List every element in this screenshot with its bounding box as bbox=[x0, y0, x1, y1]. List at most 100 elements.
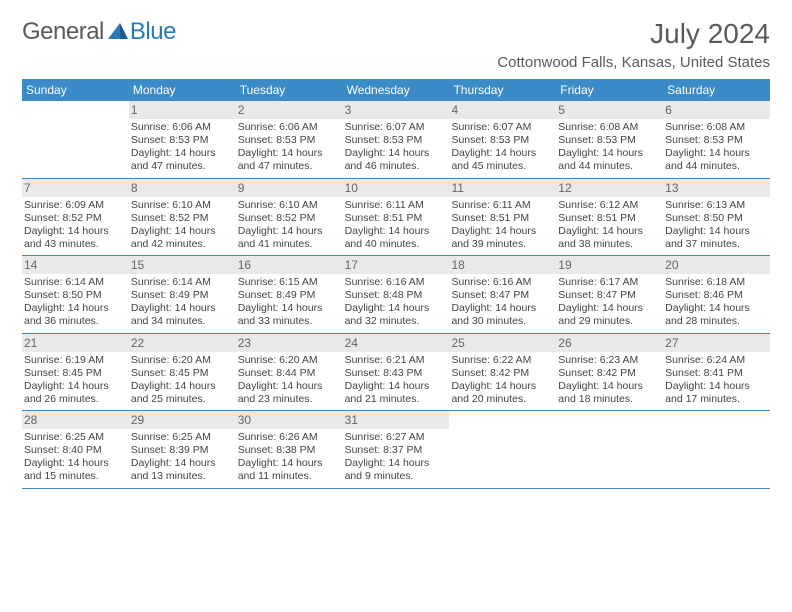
week-row: 28 Sunrise: 6:25 AMSunset: 8:40 PM Dayligh… bbox=[22, 411, 770, 489]
title-block: July 2024 Cottonwood Falls, Kansas, Unit… bbox=[497, 18, 770, 71]
day-number: 17 bbox=[343, 256, 450, 274]
day-number: 12 bbox=[556, 179, 663, 197]
sunrise-text: Sunrise: 6:19 AM bbox=[24, 354, 127, 367]
sunset-text: Sunset: 8:53 PM bbox=[345, 134, 448, 147]
sunset-text: Sunset: 8:53 PM bbox=[665, 134, 768, 147]
day-number: 25 bbox=[449, 334, 556, 352]
day-cell: 15Sunrise: 6:14 AMSunset: 8:49 PMDayligh… bbox=[129, 256, 236, 333]
sunrise-text: Sunrise: 6:21 AM bbox=[345, 354, 448, 367]
day-number: 13 bbox=[663, 179, 770, 197]
day-cell: 12 Sunrise: 6:12 AMSunset: 8:51 PMDayligh… bbox=[556, 179, 663, 256]
day-cell: 3Sunrise: 6:07 AMSunset: 8:53 PMDaylight… bbox=[343, 101, 450, 178]
day-number: 4 bbox=[449, 101, 556, 119]
day-cell: 20Sunrise: 6:18 AMSunset: 8:46 PMDayligh… bbox=[663, 256, 770, 333]
daylight-text: Daylight: 14 hours and 44 minutes. bbox=[665, 147, 768, 173]
sunrise-text: Sunrise: 6:06 AM bbox=[131, 121, 234, 134]
daylight-text: Daylight: 14 hours and 33 minutes. bbox=[238, 302, 341, 328]
sunrise-text: Sunrise: 6:08 AM bbox=[558, 121, 661, 134]
dow-friday: Friday bbox=[556, 79, 663, 101]
sunset-text: Sunset: 8:40 PM bbox=[24, 444, 127, 457]
daylight-text: Daylight: 14 hours and 23 minutes. bbox=[238, 380, 341, 406]
day-cell: 21 Sunrise: 6:19 AMSunset: 8:45 PMDayligh… bbox=[22, 334, 129, 411]
daylight-text: Daylight: 14 hours and 20 minutes. bbox=[451, 380, 554, 406]
sunset-text: Sunset: 8:53 PM bbox=[238, 134, 341, 147]
day-cell: 29Sunrise: 6:25 AMSunset: 8:39 PMDayligh… bbox=[129, 411, 236, 488]
day-number: 15 bbox=[129, 256, 236, 274]
sunset-text: Sunset: 8:53 PM bbox=[131, 134, 234, 147]
sunset-text: Sunset: 8:49 PM bbox=[131, 289, 234, 302]
daylight-text: Daylight: 14 hours and 47 minutes. bbox=[238, 147, 341, 173]
sunset-text: Sunset: 8:44 PM bbox=[238, 367, 341, 380]
daylight-text: Daylight: 14 hours and 45 minutes. bbox=[451, 147, 554, 173]
day-cell: 16Sunrise: 6:15 AMSunset: 8:49 PMDayligh… bbox=[236, 256, 343, 333]
day-cell: 6Sunrise: 6:08 AMSunset: 8:53 PMDaylight… bbox=[663, 101, 770, 178]
sunrise-text: Sunrise: 6:25 AM bbox=[24, 431, 127, 444]
sunrise-text: Sunrise: 6:07 AM bbox=[451, 121, 554, 134]
dow-sunday: Sunday bbox=[22, 79, 129, 101]
daylight-text: Daylight: 14 hours and 40 minutes. bbox=[345, 225, 448, 251]
sunrise-text: Sunrise: 6:20 AM bbox=[131, 354, 234, 367]
days-of-week-header: Sunday Monday Tuesday Wednesday Thursday… bbox=[22, 79, 770, 101]
sunset-text: Sunset: 8:38 PM bbox=[238, 444, 341, 457]
dow-saturday: Saturday bbox=[663, 79, 770, 101]
daylight-text: Daylight: 14 hours and 32 minutes. bbox=[345, 302, 448, 328]
daylight-text: Daylight: 14 hours and 26 minutes. bbox=[24, 380, 127, 406]
daylight-text: Daylight: 14 hours and 13 minutes. bbox=[131, 457, 234, 483]
dow-monday: Monday bbox=[129, 79, 236, 101]
daylight-text: Daylight: 14 hours and 38 minutes. bbox=[558, 225, 661, 251]
day-number: 2 bbox=[236, 101, 343, 119]
sunset-text: Sunset: 8:51 PM bbox=[451, 212, 554, 225]
location-subtitle: Cottonwood Falls, Kansas, United States bbox=[497, 54, 770, 71]
sunrise-text: Sunrise: 6:11 AM bbox=[451, 199, 554, 212]
day-cell bbox=[556, 411, 663, 488]
sunrise-text: Sunrise: 6:14 AM bbox=[24, 276, 127, 289]
sunset-text: Sunset: 8:47 PM bbox=[558, 289, 661, 302]
sunset-text: Sunset: 8:53 PM bbox=[558, 134, 661, 147]
day-number: 31 bbox=[343, 411, 450, 429]
daylight-text: Daylight: 14 hours and 43 minutes. bbox=[24, 225, 127, 251]
sunrise-text: Sunrise: 6:14 AM bbox=[131, 276, 234, 289]
sunset-text: Sunset: 8:41 PM bbox=[665, 367, 768, 380]
weeks-container: 1Sunrise: 6:06 AMSunset: 8:53 PMDaylight… bbox=[22, 101, 770, 489]
day-number: 21 bbox=[22, 334, 129, 352]
daylight-text: Daylight: 14 hours and 28 minutes. bbox=[665, 302, 768, 328]
day-cell: 2Sunrise: 6:06 AMSunset: 8:53 PMDaylight… bbox=[236, 101, 343, 178]
daylight-text: Daylight: 14 hours and 25 minutes. bbox=[131, 380, 234, 406]
day-number: 26 bbox=[556, 334, 663, 352]
sunrise-text: Sunrise: 6:27 AM bbox=[345, 431, 448, 444]
day-number: 27 bbox=[663, 334, 770, 352]
week-row: 21Sunrise: 6:19 AMSunset: 8:45 PMDayligh… bbox=[22, 334, 770, 412]
dow-wednesday: Wednesday bbox=[343, 79, 450, 101]
sunrise-text: Sunrise: 6:12 AM bbox=[558, 199, 661, 212]
day-cell: 17Sunrise: 6:16 AMSunset: 8:48 PMDayligh… bbox=[343, 256, 450, 333]
sunrise-text: Sunrise: 6:13 AM bbox=[665, 199, 768, 212]
dow-tuesday: Tuesday bbox=[236, 79, 343, 101]
sunrise-text: Sunrise: 6:18 AM bbox=[665, 276, 768, 289]
daylight-text: Daylight: 14 hours and 18 minutes. bbox=[558, 380, 661, 406]
day-number: 20 bbox=[663, 256, 770, 274]
day-number: 16 bbox=[236, 256, 343, 274]
day-number: 28 bbox=[22, 411, 129, 429]
sunrise-text: Sunrise: 6:22 AM bbox=[451, 354, 554, 367]
day-number: 14 bbox=[22, 256, 129, 274]
logo-text-b: Blue bbox=[130, 18, 176, 46]
sunset-text: Sunset: 8:51 PM bbox=[558, 212, 661, 225]
day-cell: 28Sunrise: 6:25 AMSunset: 8:40 PMDayligh… bbox=[22, 411, 129, 488]
sunset-text: Sunset: 8:39 PM bbox=[131, 444, 234, 457]
day-number: 30 bbox=[236, 411, 343, 429]
day-cell: 25Sunrise: 6:22 AMSunset: 8:42 PMDayligh… bbox=[449, 334, 556, 411]
day-number: 19 bbox=[556, 256, 663, 274]
sunset-text: Sunset: 8:45 PM bbox=[24, 367, 127, 380]
daylight-text: Daylight: 14 hours and 9 minutes. bbox=[345, 457, 448, 483]
sunrise-text: Sunrise: 6:24 AM bbox=[665, 354, 768, 367]
day-cell: 4Sunrise: 6:07 AMSunset: 8:53 PMDaylight… bbox=[449, 101, 556, 178]
sunset-text: Sunset: 8:50 PM bbox=[24, 289, 127, 302]
week-row: 7Sunrise: 6:09 AMSunset: 8:52 PMDaylight… bbox=[22, 179, 770, 257]
daylight-text: Daylight: 14 hours and 47 minutes. bbox=[131, 147, 234, 173]
daylight-text: Daylight: 14 hours and 37 minutes. bbox=[665, 225, 768, 251]
day-number: 8 bbox=[129, 179, 236, 197]
day-cell: 8Sunrise: 6:10 AMSunset: 8:52 PMDaylight… bbox=[129, 179, 236, 256]
sunset-text: Sunset: 8:45 PM bbox=[131, 367, 234, 380]
day-number: 7 bbox=[22, 179, 129, 197]
sunset-text: Sunset: 8:37 PM bbox=[345, 444, 448, 457]
